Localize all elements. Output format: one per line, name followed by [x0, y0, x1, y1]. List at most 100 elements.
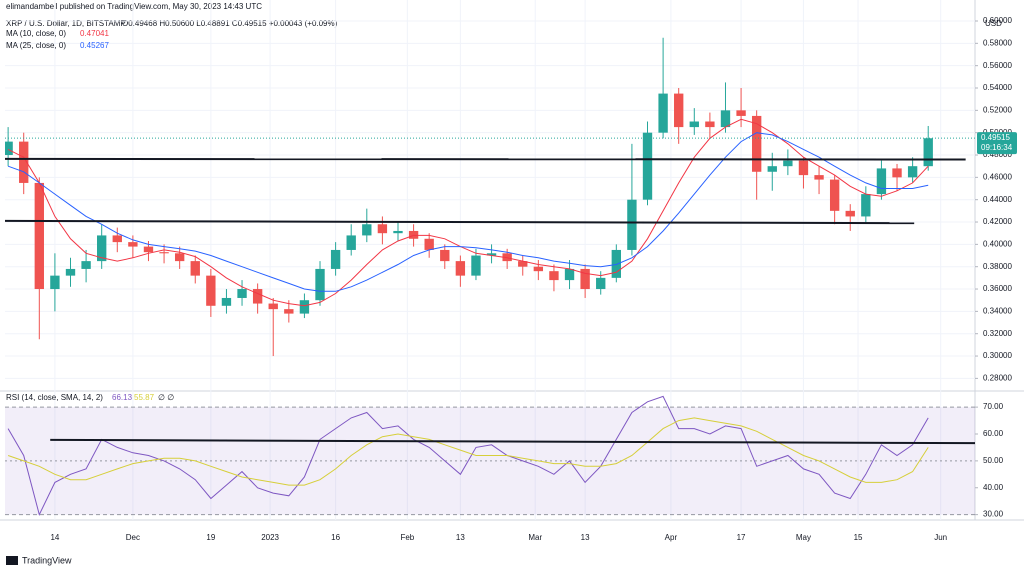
rsi-legend-value: 55.87 [134, 393, 155, 402]
series-line [7, 395, 929, 517]
candle-body [143, 246, 154, 253]
y-tick-label: 0.52000 [983, 105, 1012, 114]
legend-name: MA (10, close, 0) [6, 29, 66, 38]
candle-body [408, 230, 419, 239]
candle-body [377, 224, 388, 234]
y-tick-label: 0.34000 [983, 306, 1012, 315]
last-price-box [977, 132, 1017, 155]
x-tick-label: 16 [331, 533, 340, 542]
candle-body [642, 132, 653, 200]
candle-body [627, 199, 637, 250]
x-tick-label: 15 [854, 533, 863, 542]
candle-body [518, 261, 528, 267]
candle-body [705, 121, 715, 128]
y-tick-label: 0.48000 [983, 150, 1012, 159]
x-tick-label: Jun [934, 533, 947, 542]
candle-body [284, 309, 294, 314]
last-price-label: 0.49515 [981, 133, 1010, 142]
candle-body [580, 268, 590, 290]
candle-body [330, 249, 341, 269]
candle-body [34, 182, 44, 290]
y-tick-label: 0.36000 [983, 284, 1012, 293]
candle-body [268, 303, 278, 310]
candle-body [206, 275, 216, 306]
candle-body [393, 230, 403, 234]
candle-body [814, 175, 824, 180]
symbol: XRP / U.S. Dollar, 1D, BITSTAMP [6, 19, 126, 28]
candle-body [471, 255, 481, 276]
candle-body [907, 166, 918, 178]
candle-body [190, 261, 200, 276]
candle-body [502, 253, 512, 262]
candle-body [564, 268, 575, 281]
legend-name: MA (25, close, 0) [6, 41, 66, 50]
x-tick-label: 13 [456, 533, 465, 542]
candle-body [783, 160, 793, 167]
y-tick-label: 0.44000 [983, 195, 1012, 204]
y-tick-label: 0.54000 [983, 83, 1012, 92]
y-tick-label: 0.56000 [983, 61, 1012, 70]
series-line [7, 417, 929, 486]
trendline [5, 157, 966, 161]
candle-body [112, 235, 122, 243]
candle-body [689, 121, 699, 128]
candle-body [362, 224, 372, 236]
candle-body [892, 168, 902, 178]
y-tick-label: 0.32000 [983, 329, 1012, 338]
publisher: elimandambell published on TradingView.c… [6, 2, 262, 11]
y-tick-label: 0.30000 [983, 351, 1012, 360]
countdown: 09:16:34 [981, 143, 1013, 152]
x-tick-label: 14 [50, 533, 59, 542]
candle-body [829, 179, 840, 211]
trendline [50, 438, 975, 445]
y-tick-label: 50.00 [983, 456, 1004, 465]
candle-body [19, 141, 29, 183]
series-line [7, 118, 929, 307]
footer-brand: TradingView [22, 555, 72, 565]
ohlc-text: O0.49468 H0.50600 L0.48891 C0.49515 +0.0… [122, 19, 338, 28]
candle-body [845, 210, 855, 217]
candle-body [299, 300, 310, 314]
candle-body [798, 160, 809, 176]
candle-body [876, 168, 887, 195]
candle-body [861, 194, 871, 217]
candle-body [174, 253, 185, 262]
candle-body [486, 253, 497, 256]
candle-body [674, 93, 684, 128]
candle-body [455, 261, 466, 276]
candle-body [50, 275, 60, 290]
candle-body [549, 271, 559, 281]
plot-area [5, 0, 975, 391]
candle-body [97, 235, 107, 262]
rsi-legend-value: 66.13 [112, 393, 133, 402]
candle-body [923, 138, 933, 167]
candle-body [237, 289, 247, 298]
y-tick-label: 70.00 [983, 402, 1004, 411]
candle-body [767, 166, 777, 172]
x-tick-label: 19 [206, 533, 215, 542]
y-tick-label: 0.28000 [983, 373, 1012, 382]
plot-area [5, 391, 975, 520]
candle-body [611, 249, 621, 278]
candle-body [720, 110, 731, 128]
trendline [5, 219, 915, 225]
candle-body [5, 141, 13, 156]
candle-body [424, 238, 434, 250]
x-tick-label: Feb [400, 533, 414, 542]
legend-value: 0.47041 [80, 29, 109, 38]
candle-body [65, 268, 76, 276]
candle-body [440, 249, 450, 262]
y-tick-label: 0.38000 [983, 262, 1012, 271]
rsi-extra: ∅ ∅ [158, 393, 174, 402]
candle-body [751, 115, 762, 172]
rsi-title: RSI (14, close, SMA, 14, 2) [6, 393, 103, 402]
y-tick-label: 60.00 [983, 429, 1004, 438]
y-tick-label: 0.60000 [983, 16, 1012, 25]
candle-body [658, 93, 668, 133]
y-tick-label: 0.46000 [983, 172, 1012, 181]
y-tick-label: 0.42000 [983, 217, 1012, 226]
footer-logo [6, 556, 18, 565]
candle-body [346, 235, 356, 250]
x-tick-label: 13 [581, 533, 590, 542]
